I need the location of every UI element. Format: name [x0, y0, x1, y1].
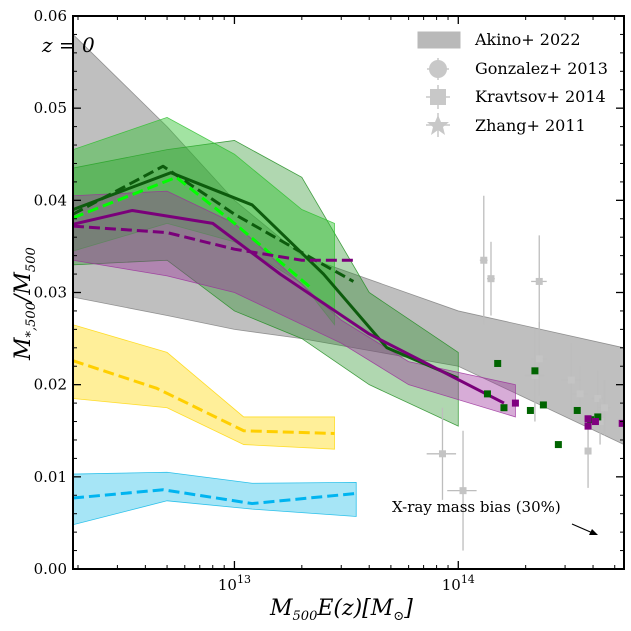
obs-point-3	[531, 321, 547, 396]
green-square-4	[539, 401, 547, 409]
green-square-6	[554, 441, 562, 449]
legend-label-zhang: Zhang+ 2011	[475, 116, 586, 135]
series-line-1	[73, 164, 355, 283]
purple-square-4	[584, 415, 592, 423]
obs-marker-7	[594, 394, 602, 402]
band-0	[73, 33, 624, 446]
obs-marker-9	[596, 418, 604, 426]
legend-label-kravtsov: Kravtsov+ 2014	[475, 87, 606, 106]
purple-square-0	[511, 399, 519, 407]
band-4	[73, 324, 335, 450]
purple-square-1	[591, 418, 599, 426]
y-tick-label-5: 0.05	[34, 99, 67, 117]
obs-marker-1	[487, 275, 495, 283]
obs-point-4	[524, 329, 545, 422]
obs-marker-3	[535, 355, 543, 363]
y-tick-label-2: 0.02	[34, 376, 67, 394]
green-square-0	[494, 359, 502, 367]
mass-bias-arrow	[571, 523, 598, 535]
legend-band-swatch	[417, 31, 461, 49]
legend-label-akino: Akino+ 2022	[474, 30, 581, 49]
green-square-7	[573, 406, 581, 414]
band-1	[73, 140, 459, 427]
model-lines	[73, 164, 505, 506]
series-line-3	[73, 208, 505, 405]
green-square-2	[483, 390, 491, 398]
obs-marker-8	[600, 404, 608, 412]
legend-square-icon	[426, 85, 450, 109]
green-square-9	[594, 413, 602, 421]
obs-point-1	[487, 241, 495, 316]
series-line-6	[73, 488, 357, 506]
green-square-3	[526, 406, 534, 414]
series-line-0	[73, 171, 459, 380]
obs-marker-10	[584, 447, 592, 455]
series-line-4	[73, 224, 357, 262]
svg-text:M500E(z)[M⊙]: M500E(z)[M⊙]	[269, 596, 413, 624]
y-tick-label-1: 0.01	[34, 468, 67, 486]
green-square-5	[531, 367, 539, 375]
obs-marker-2	[535, 277, 543, 285]
series-line-5	[73, 359, 335, 436]
legend-label-gonzalez: Gonzalez+ 2013	[475, 59, 608, 78]
legend: Akino+ 2022 Gonzalez+ 2013 Kravtsov+ 201…	[417, 30, 608, 137]
x-axis-title: M500E(z)[M⊙]	[269, 596, 413, 624]
legend-circle-icon	[427, 58, 449, 80]
y-tick-label-6: 0.06	[34, 7, 67, 25]
legend-star-icon	[426, 113, 450, 137]
y-tick-label-3: 0.03	[34, 284, 67, 302]
purple-square-2	[584, 422, 592, 430]
series-line-2	[73, 175, 313, 290]
obs-point-5	[561, 343, 581, 417]
obs-point-0	[479, 195, 488, 325]
y-tick-label-4: 0.04	[34, 191, 67, 209]
obs-point-2	[531, 235, 547, 328]
obs-point-12	[447, 430, 477, 551]
obs-marker-5	[567, 376, 575, 384]
purple-square-3	[618, 419, 624, 427]
obs-marker-12	[459, 487, 467, 495]
obs-marker-0	[480, 256, 488, 264]
obs-marker-4	[531, 371, 539, 379]
green-square-1	[500, 404, 508, 412]
obs-point-11	[426, 407, 457, 500]
redshift-label: z = 0	[41, 33, 95, 57]
obs-marker-6	[576, 390, 584, 398]
y-tick-label-0: 0.00	[34, 560, 67, 578]
mass-bias-annotation: X-ray mass bias (30%)	[392, 498, 561, 516]
obs-marker-11	[438, 450, 446, 458]
band-5	[73, 471, 357, 526]
simulated-clusters	[483, 359, 624, 449]
